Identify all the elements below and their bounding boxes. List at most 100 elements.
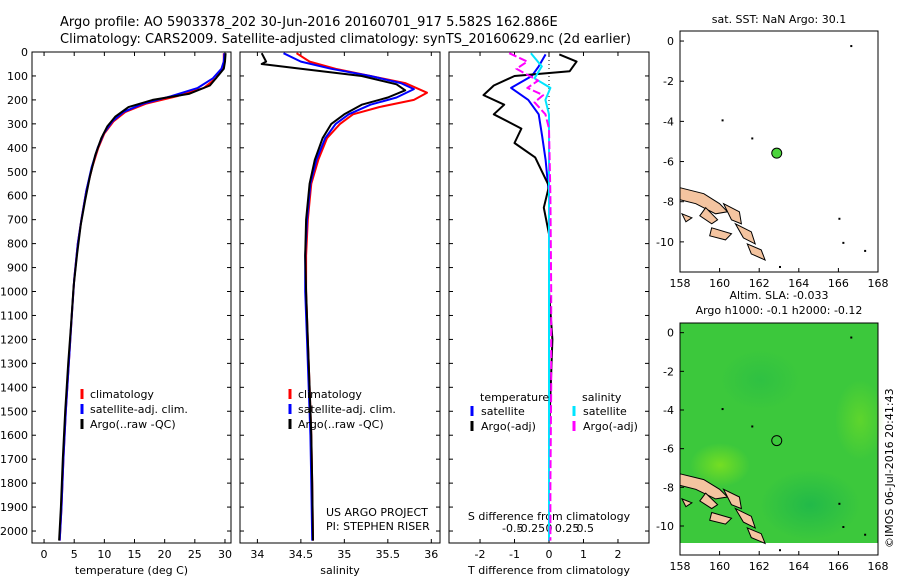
sst-map-argo-marker bbox=[771, 147, 783, 159]
sla-map-xtick-label: 162 bbox=[749, 560, 770, 573]
depth-tick-label: 1800 bbox=[0, 477, 28, 490]
sla-map-ytick-label: -4 bbox=[663, 404, 674, 417]
salinity-xtick-label: 35.5 bbox=[376, 548, 401, 561]
sst-map-xtick-label: 158 bbox=[670, 277, 691, 290]
sla-map-islet bbox=[779, 549, 781, 552]
sla-map-xtick-label: 166 bbox=[828, 560, 849, 573]
sla-map-xtick-label: 164 bbox=[788, 560, 809, 573]
sst-map-island bbox=[722, 202, 743, 225]
depth-tick-label: 1400 bbox=[0, 381, 28, 394]
salinity-legend-label: climatology bbox=[298, 388, 362, 401]
header-line-1: Argo profile: AO 5903378_202 30-Jun-2016… bbox=[60, 15, 558, 30]
s-tick-label: 0.5 bbox=[576, 522, 594, 535]
depth-tick-label: 300 bbox=[7, 118, 28, 131]
depth-tick-label: 700 bbox=[7, 214, 28, 227]
sla-map-islet bbox=[850, 336, 853, 339]
depth-tick-label: 800 bbox=[7, 238, 28, 251]
salinity-xtick-label: 34 bbox=[250, 548, 264, 561]
depth-tick-label: 200 bbox=[7, 94, 28, 107]
salinity-legend-label: Argo(..raw -QC) bbox=[298, 418, 384, 431]
s-tick-label: -0.5 bbox=[502, 522, 523, 535]
sst-map-ytick-label: 0 bbox=[667, 35, 674, 48]
temperature-legend-label: climatology bbox=[90, 388, 154, 401]
depth-tick-label: 1500 bbox=[0, 405, 28, 418]
diff-legend-label: Argo(-adj) bbox=[583, 420, 638, 433]
s-tick-label: -0.25 bbox=[517, 522, 545, 535]
sla-map-argo-marker bbox=[771, 435, 783, 447]
temperature-xtick-label: 0 bbox=[41, 548, 48, 561]
depth-tick-label: 1900 bbox=[0, 501, 28, 514]
sst-map-xtick-label: 160 bbox=[709, 277, 730, 290]
sla-map-ytick-label: -10 bbox=[656, 520, 674, 533]
difference-xlabel: T difference from climatology bbox=[467, 564, 630, 577]
sla-map-island bbox=[679, 473, 729, 500]
sla-map-xtick-label: 158 bbox=[670, 560, 691, 573]
temperature-xtick-label: 5 bbox=[71, 548, 78, 561]
salinity-panel: 34 34.5 35 35.5 36 salinity climatology satelli… bbox=[239, 51, 441, 577]
sst-map-ytick-label: -6 bbox=[663, 156, 674, 169]
salinity-xtick-label: 35 bbox=[337, 548, 351, 561]
sst-map-frame bbox=[679, 30, 879, 273]
sst-map-islet bbox=[850, 45, 853, 48]
depth-tick-label: 600 bbox=[7, 190, 28, 203]
salinity-series-argo-raw-qc- bbox=[260, 52, 407, 541]
sla-map-island bbox=[722, 488, 743, 510]
legend-temperature-header: temperature bbox=[480, 391, 549, 404]
diff-legend-label: Argo(-adj) bbox=[481, 420, 536, 433]
temperature-xtick-label: 10 bbox=[97, 548, 111, 561]
sst-map-island bbox=[679, 187, 729, 215]
temperature-xtick-label: 20 bbox=[158, 548, 172, 561]
sla-map-ytick-label: -6 bbox=[663, 443, 674, 456]
sst-map-islet bbox=[721, 119, 724, 122]
sla-map-island bbox=[746, 526, 767, 545]
sst-map-islet bbox=[779, 265, 781, 268]
difference-xtick-label: -2 bbox=[475, 548, 486, 561]
watermark: ©IMOS 06-Jul-2016 20:41:43 bbox=[883, 388, 896, 548]
sst-map-islet bbox=[842, 241, 845, 244]
sla-map-ytick-label: 0 bbox=[667, 327, 674, 340]
diff-legend-label: satellite bbox=[583, 405, 627, 418]
temperature-series-argo-raw-qc- bbox=[58, 53, 227, 541]
sla-map-ytick-label: -8 bbox=[663, 481, 674, 494]
sst-map-ytick-label: -8 bbox=[663, 196, 674, 209]
sst-map-panel: 158 160 162 164 166 168 0 -2 -4 -6 -8 -10 sat. SST: … bbox=[656, 13, 888, 290]
difference-xtick-label: 2 bbox=[614, 548, 621, 561]
temperature-xtick-label: 25 bbox=[188, 548, 202, 561]
sst-map-ytick-label: -2 bbox=[663, 75, 674, 88]
salinity-xlabel: salinity bbox=[320, 564, 360, 577]
sla-map-islet bbox=[838, 502, 841, 505]
salinity-xtick-label: 34.5 bbox=[289, 548, 314, 561]
sst-map-ytick-label: -4 bbox=[663, 115, 674, 128]
difference-series-salinity-satellite bbox=[530, 52, 552, 541]
sla-map-islet bbox=[751, 425, 754, 428]
salinity-legend-label: satellite-adj. clim. bbox=[298, 403, 396, 416]
sla-map-islet bbox=[721, 408, 724, 411]
depth-tick-label: 400 bbox=[7, 142, 28, 155]
temperature-xlabel: temperature (deg C) bbox=[75, 564, 188, 577]
salinity-frame bbox=[239, 51, 441, 544]
depth-tick-label: 900 bbox=[7, 262, 28, 275]
depth-tick-label: 2000 bbox=[0, 525, 28, 538]
depth-tick-label: 1200 bbox=[0, 333, 28, 346]
temperature-panel: 0100200300400500600700800900100011001200… bbox=[0, 46, 232, 577]
depth-tick-label: 1300 bbox=[0, 357, 28, 370]
sla-map-island bbox=[680, 497, 693, 508]
temperature-legend-label: satellite-adj. clim. bbox=[90, 403, 188, 416]
sla-map-islet bbox=[842, 526, 845, 528]
depth-tick-label: 100 bbox=[7, 70, 28, 83]
difference-panel: -2 -1 0 1 2 T difference from climatology -0.5… bbox=[448, 51, 650, 577]
sst-map-xtick-label: 164 bbox=[788, 277, 809, 290]
sla-map-xtick-label: 168 bbox=[868, 560, 889, 573]
sla-map-islet bbox=[864, 533, 867, 536]
sla-map-panel: 158 160 162 164 166 168 0 -2 -4 -6 -8 -10 Altim. SLA… bbox=[656, 289, 888, 573]
temperature-legend-label: Argo(..raw -QC) bbox=[90, 418, 176, 431]
sst-map-xtick-label: 162 bbox=[749, 277, 770, 290]
sst-map-ytick-label: -10 bbox=[656, 236, 674, 249]
sst-map-islet bbox=[838, 217, 841, 220]
temperature-xtick-label: 15 bbox=[128, 548, 142, 561]
difference-series-salinity-argo-adj- bbox=[508, 52, 553, 541]
depth-tick-label: 1000 bbox=[0, 286, 28, 299]
project-annotation: PI: STEPHEN RISER bbox=[326, 520, 430, 533]
sst-map-island bbox=[746, 242, 767, 261]
